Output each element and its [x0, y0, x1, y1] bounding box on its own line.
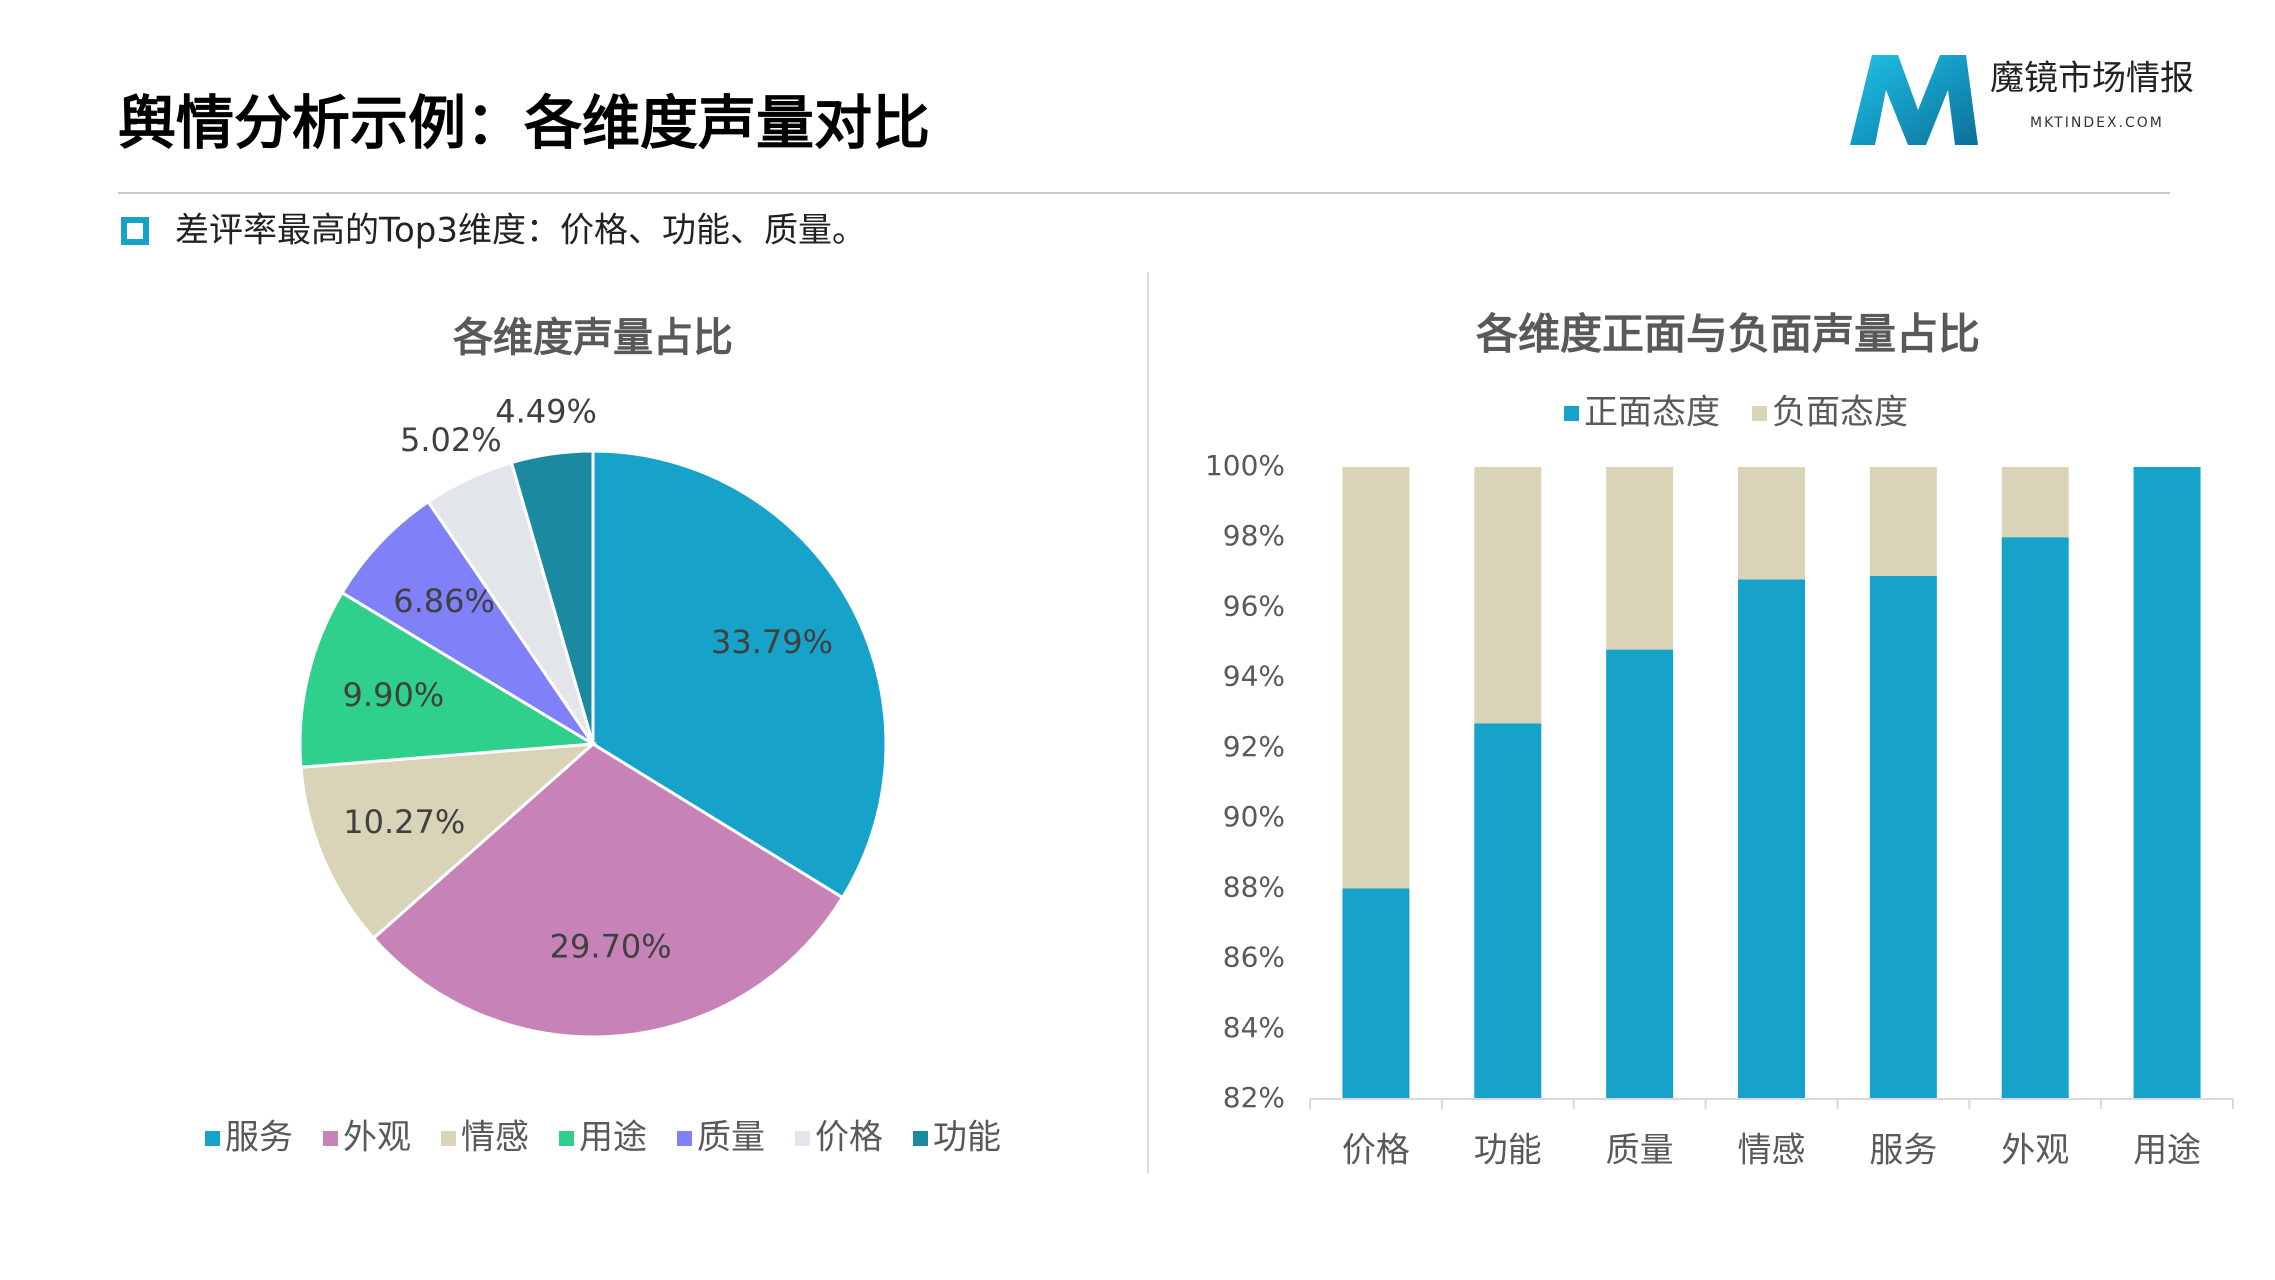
data-label: 33.79%: [711, 623, 833, 661]
legend-label: 用途: [579, 1118, 647, 1158]
y-tick-label: 100%: [1205, 449, 1285, 482]
legend-swatch: [1752, 406, 1767, 421]
data-label: 6.86%: [393, 582, 495, 620]
bar-segment: [2001, 467, 2069, 538]
legend-swatch: [913, 1131, 928, 1146]
y-tick-label: 94%: [1223, 660, 1285, 693]
chart-title: 各维度正面与负面声量占比: [1476, 310, 1980, 359]
legend-swatch: [323, 1131, 338, 1146]
pie-slice: [298, 590, 598, 769]
x-tick-label: 价格: [1342, 1131, 1410, 1171]
legend-swatch: [795, 1131, 810, 1146]
y-tick-label: 86%: [1223, 941, 1285, 974]
pie-slice: [591, 449, 888, 900]
data-label: 10.27%: [343, 803, 465, 841]
bullet-text: 差评率最高的Top3维度：价格、功能、质量。: [175, 211, 866, 251]
data-label: 29.70%: [550, 927, 672, 965]
logo: 魔镜市场情报 MKTINDEX.COM: [1850, 55, 2194, 145]
legend-swatch: [205, 1131, 220, 1146]
y-tick-label: 96%: [1223, 589, 1285, 622]
y-tick-label: 92%: [1223, 730, 1285, 763]
legend-label: 负面态度: [1772, 393, 1908, 433]
legend-label: 外观: [343, 1118, 411, 1158]
x-tick-label: 服务: [1869, 1131, 1937, 1171]
y-tick-label: 98%: [1223, 519, 1285, 552]
legend-swatch: [441, 1131, 456, 1146]
pie-slice: [371, 742, 845, 1039]
pie-slice: [340, 499, 595, 746]
x-tick-label: 情感: [1738, 1131, 1806, 1171]
legend-swatch: [559, 1131, 574, 1146]
logo-mark: [1850, 55, 1978, 145]
pie-slice: [509, 449, 595, 745]
legend-label: 服务: [225, 1118, 293, 1158]
legend-label: 价格: [815, 1118, 883, 1158]
slide-title: 舆情分析示例：各维度声量对比: [118, 89, 930, 157]
data-label: 4.49%: [495, 392, 597, 430]
logo-url: MKTINDEX.COM: [2030, 115, 2164, 131]
y-tick-label: 84%: [1223, 1011, 1285, 1044]
legend-label: 质量: [697, 1118, 765, 1158]
x-tick-label: 用途: [2133, 1131, 2201, 1171]
legend-label: 功能: [933, 1118, 1001, 1158]
x-tick-label: 质量: [1606, 1131, 1674, 1171]
bar-segment: [1474, 723, 1542, 1099]
legend-swatch: [677, 1131, 692, 1146]
bar-segment: [1869, 467, 1937, 576]
bar-segment: [1342, 888, 1410, 1099]
y-tick-label: 82%: [1223, 1081, 1285, 1114]
bar-segment: [1869, 575, 1937, 1099]
legend-swatch: [1564, 406, 1579, 421]
bar-segment: [1606, 467, 1674, 650]
data-label: 9.90%: [343, 676, 445, 714]
x-tick-label: 外观: [2001, 1131, 2069, 1171]
x-tick-label: 功能: [1474, 1131, 1542, 1171]
bar-segment: [2133, 467, 2201, 1099]
y-tick-label: 88%: [1223, 870, 1285, 903]
pie-slice: [299, 742, 598, 941]
legend-label: 情感: [461, 1118, 529, 1158]
bullet-icon: [121, 217, 149, 245]
bar-segment: [1474, 467, 1542, 724]
chart-title: 各维度声量占比: [453, 315, 733, 361]
data-label: 5.02%: [400, 421, 502, 459]
legend-label: 正面态度: [1584, 393, 1720, 433]
bar-segment: [1342, 467, 1410, 889]
y-tick-label: 90%: [1223, 800, 1285, 833]
bar-segment: [2001, 537, 2069, 1099]
bar-segment: [1606, 649, 1674, 1099]
logo-name: 魔镜市场情报: [1990, 59, 2194, 99]
bar-segment: [1738, 579, 1805, 1099]
bar-segment: [1738, 467, 1805, 580]
